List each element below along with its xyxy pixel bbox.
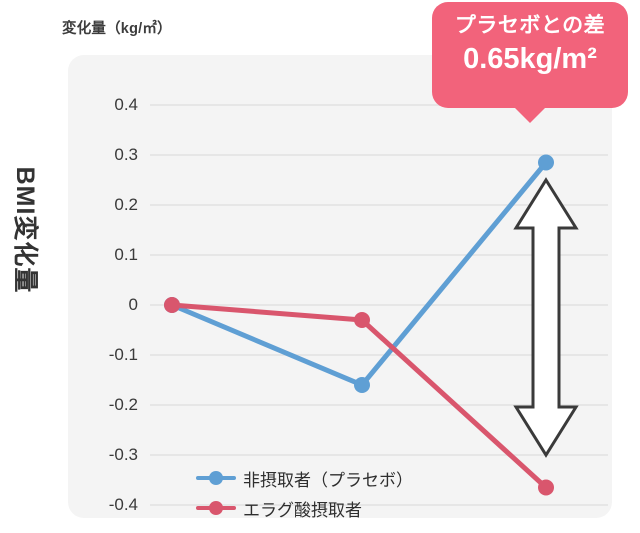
y-axis-tick-label: 0 — [128, 295, 138, 314]
legend-label-ellagic: エラグ酸摂取者 — [243, 500, 362, 520]
data-point-marker — [354, 312, 370, 328]
y-axis-tick-label: -0.2 — [108, 395, 138, 414]
callout-title: プラセボとの差 — [454, 14, 606, 37]
difference-arrow-icon — [513, 177, 579, 458]
y-axis-tick-label: 0.3 — [114, 145, 138, 164]
series-line — [169, 160, 549, 388]
chart-legend: 非摂取者（プラセボ） エラグ酸摂取者 — [196, 465, 413, 521]
y-axis-tick-label: -0.1 — [108, 345, 138, 364]
series-line — [169, 302, 549, 490]
data-point-marker — [538, 154, 554, 171]
difference-callout-badge: プラセボとの差 0.65kg/m² — [432, 2, 628, 108]
legend-item-placebo: 非摂取者（プラセボ） — [196, 465, 413, 491]
data-point-marker — [164, 297, 180, 313]
y-axis-tick-label: 0.1 — [114, 245, 138, 264]
callout-value: 0.65kg/m² — [463, 43, 597, 76]
chart-svg — [150, 104, 608, 506]
y-axis-tick-label: -0.4 — [108, 495, 138, 514]
plot-area — [68, 55, 612, 518]
data-point-marker — [354, 377, 370, 393]
plot-panel: 非摂取者（プラセボ） エラグ酸摂取者 0.4 0.3 0.2 0.1 0 -0.1 -0.2… — [68, 55, 612, 521]
callout-tail-icon — [513, 106, 547, 123]
y-axis-tick-label: 0.2 — [114, 195, 138, 214]
legend-marker-blue-icon — [196, 471, 236, 485]
y-axis-tick-label: -0.3 — [108, 445, 138, 464]
y-axis-unit-caption: 変化量（kg/㎡） — [62, 21, 172, 37]
y-axis-title: BMI変化量 — [11, 166, 39, 294]
legend-item-ellagic: エラグ酸摂取者 — [196, 495, 413, 521]
legend-marker-red-icon — [196, 501, 236, 515]
y-axis-tick-label: 0.4 — [114, 95, 138, 114]
data-point-marker — [538, 479, 554, 496]
legend-label-placebo: 非摂取者（プラセボ） — [243, 470, 413, 490]
